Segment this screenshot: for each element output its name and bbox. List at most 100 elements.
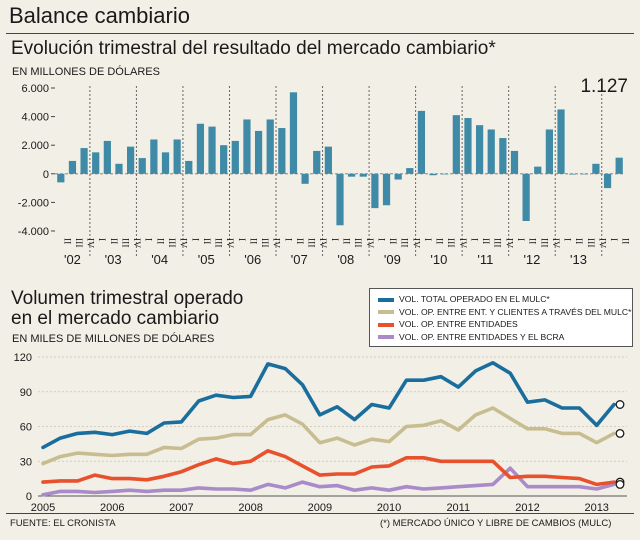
quarter-label: III	[166, 238, 176, 248]
quarter-label: III	[492, 238, 502, 248]
bar	[592, 163, 600, 174]
y-tick-label: 30	[20, 456, 32, 468]
x-tick-label: 2012	[515, 502, 539, 514]
year-label: '06	[244, 252, 261, 267]
x-tick-label: 2010	[377, 502, 401, 514]
legend-item: VOL. TOTAL OPERADO EN EL MULC*	[378, 294, 550, 304]
legend-swatch	[378, 297, 394, 302]
title-rule	[6, 33, 634, 34]
year-label: '05	[198, 252, 215, 267]
bar	[103, 140, 111, 174]
quarter-label: I	[189, 238, 199, 241]
year-label: '10	[430, 252, 447, 267]
quarter-label: III	[399, 238, 409, 248]
bar	[231, 140, 239, 174]
bar	[534, 166, 542, 174]
bottom-chart-unit: EN MILES DE MILLONES DE DÓLARES	[12, 333, 215, 345]
bar	[68, 160, 77, 174]
quarter-label: II	[573, 238, 583, 244]
series-line	[41, 449, 616, 487]
bar	[417, 110, 426, 174]
quarter-label: II	[294, 238, 304, 244]
bar	[522, 173, 530, 221]
x-tick-label: 2005	[31, 502, 55, 514]
legend-label: VOL. OP. ENTRE ENTIDADES	[399, 319, 518, 329]
bar	[57, 173, 65, 183]
y-tick-label: 2.000	[21, 140, 49, 152]
quarter-label: III	[445, 238, 455, 248]
bar	[487, 129, 495, 174]
quarter-label: IV	[224, 238, 234, 248]
bar	[266, 119, 274, 174]
year-label: '13	[570, 252, 587, 267]
quarter-label: III	[306, 238, 316, 248]
bar	[173, 139, 181, 174]
legend-item: VOL. OP. ENTRE ENT. Y CLIENTES A TRAVÉS …	[378, 307, 631, 317]
y-tick-label: -2.000	[18, 197, 49, 209]
quarter-label: II	[201, 238, 211, 244]
bar	[138, 158, 146, 174]
quarter-label: II	[341, 238, 351, 244]
quarter-label: IV	[178, 238, 188, 248]
callout-value: 1.127	[580, 76, 628, 97]
quarter-label: I	[608, 238, 618, 241]
quarter-label: II	[480, 238, 490, 244]
quarter-label: II	[247, 238, 257, 244]
top-chart-subtitle: Evolución trimestral del resultado del m…	[11, 38, 496, 59]
bar	[289, 92, 298, 174]
y-tick-label: 6.000	[21, 83, 49, 95]
x-tick-label: 2009	[308, 502, 332, 514]
year-label: '11	[477, 252, 493, 267]
bar	[208, 126, 216, 174]
bar	[371, 173, 379, 209]
bar	[499, 138, 507, 174]
end-marker	[615, 400, 625, 409]
bar	[510, 150, 519, 174]
bar	[243, 119, 251, 174]
y-tick-label: 0	[26, 491, 32, 503]
footer-rule	[6, 513, 634, 514]
x-tick-label: 2006	[100, 502, 124, 514]
y-tick-label: 0	[43, 169, 49, 181]
bar	[545, 129, 553, 174]
y-tick-label: 60	[20, 422, 32, 434]
quarter-label: II	[154, 238, 164, 244]
bar	[406, 168, 414, 174]
source-text: FUENTE: EL CRONISTA	[10, 518, 116, 529]
year-label: '12	[523, 252, 540, 267]
bar	[580, 173, 588, 175]
quarter-label: II	[387, 238, 397, 244]
year-label: '08	[337, 252, 354, 267]
bar	[196, 123, 205, 174]
quarter-label: IV	[271, 238, 281, 248]
bar	[557, 109, 565, 174]
legend-label: VOL. TOTAL OPERADO EN EL MULC*	[399, 294, 550, 304]
bar	[441, 173, 449, 175]
quarter-label: IV	[364, 238, 374, 248]
year-label: '07	[291, 252, 308, 267]
bar	[80, 148, 88, 174]
bar	[301, 173, 309, 184]
legend-swatch	[378, 335, 394, 340]
quarter-label: I	[236, 238, 246, 241]
bar	[464, 118, 472, 174]
bar	[603, 173, 612, 189]
quarter-label: I	[468, 238, 478, 241]
quarter-label: IV	[85, 238, 95, 248]
bar	[313, 150, 321, 174]
year-label: '03	[105, 252, 122, 267]
year-label: '09	[384, 252, 401, 267]
y-tick-label: 90	[20, 387, 32, 399]
quarter-label: II	[527, 238, 537, 244]
bar	[150, 139, 158, 174]
series-line	[41, 361, 616, 450]
quarter-label: III	[585, 238, 595, 248]
x-tick-label: 2011	[446, 502, 470, 514]
line-chart-legend: VOL. TOTAL OPERADO EN EL MULC* VOL. OP. E…	[369, 288, 633, 347]
bar	[185, 160, 193, 174]
footnote-text: (*) MERCADO ÚNICO Y LIBRE DE CAMBIOS (MU…	[380, 518, 612, 529]
quarter-label: III	[538, 238, 548, 248]
quarter-label: I	[515, 238, 525, 241]
quarter-label: II	[61, 238, 71, 244]
